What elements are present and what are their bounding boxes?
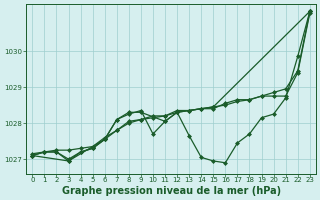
X-axis label: Graphe pression niveau de la mer (hPa): Graphe pression niveau de la mer (hPa) [61, 186, 281, 196]
